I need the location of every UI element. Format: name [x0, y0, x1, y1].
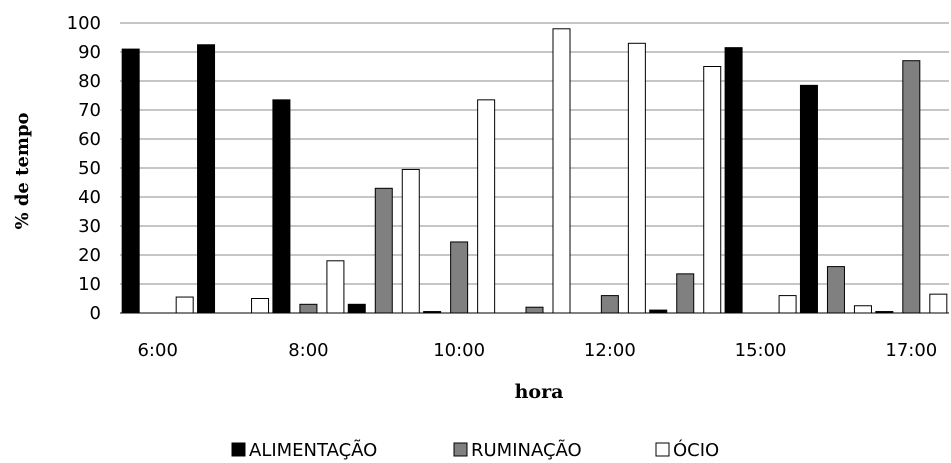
x-tick-labels: 6:00 8:00 10:00 12:00 15:00 17:00 [137, 340, 937, 361]
y-tick-label: 0 [90, 303, 101, 324]
bar-ócio [703, 66, 722, 314]
bar-ócio [627, 42, 646, 314]
x-axis-label: hora [515, 381, 564, 403]
bar-alimentação [197, 44, 216, 314]
x-tick-label: 10:00 [433, 340, 485, 361]
x-tick-label: 6:00 [137, 340, 177, 361]
bar-alimentação [724, 47, 743, 314]
legend-swatch [655, 442, 670, 457]
x-tick-label: 17:00 [885, 340, 937, 361]
bar-ócio [326, 260, 345, 314]
y-axis-label: % de tempo [12, 112, 33, 229]
legend: ALIMENTAÇÃO RUMINAÇÃO ÓCIO [231, 439, 719, 461]
y-tick-label: 70 [78, 100, 101, 121]
y-tick-label: 50 [78, 158, 101, 179]
bar-ócio [552, 28, 571, 314]
y-tick-label: 30 [78, 216, 101, 237]
bar-ócio [929, 293, 948, 314]
bar-ócio [401, 168, 420, 314]
legend-label: ÓCIO [673, 439, 719, 461]
y-tick-label: 20 [78, 245, 101, 266]
legend-label: ALIMENTAÇÃO [249, 439, 377, 461]
bar-ócio [778, 295, 797, 314]
x-tick-label: 12:00 [584, 340, 636, 361]
bar-ócio [477, 99, 496, 314]
bars [121, 28, 948, 314]
bar-ruminação [299, 303, 318, 314]
y-tick-labels: 0 10 20 30 40 50 60 70 80 90 100 [67, 13, 101, 324]
y-tick-label: 40 [78, 187, 101, 208]
bar-ruminação [902, 60, 921, 314]
bar-ruminação [676, 273, 695, 314]
x-tick-label: 15:00 [735, 340, 787, 361]
bar-ruminação [826, 266, 845, 314]
y-tick-label: 60 [78, 129, 101, 150]
bar-ruminação [600, 295, 619, 314]
legend-label: RUMINAÇÃO [471, 439, 582, 461]
y-tick-label: 10 [78, 274, 101, 295]
legend-swatch [231, 442, 246, 457]
x-tick-label: 8:00 [288, 340, 328, 361]
bar-alimentação [347, 303, 366, 314]
y-tick-label: 80 [78, 71, 101, 92]
bar-ruminação [525, 306, 544, 314]
bar-ruminação [450, 241, 469, 314]
legend-swatch [453, 442, 468, 457]
bar-ócio [175, 296, 194, 314]
bar-ócio [251, 298, 270, 314]
bar-alimentação [799, 84, 818, 314]
bar-ruminação [374, 187, 393, 314]
y-tick-label: 90 [78, 42, 101, 63]
bar-ócio [853, 305, 872, 314]
gridlines [120, 22, 949, 285]
y-tick-label: 100 [67, 13, 101, 34]
bar-alimentação [272, 99, 291, 314]
bar-alimentação [121, 48, 140, 314]
